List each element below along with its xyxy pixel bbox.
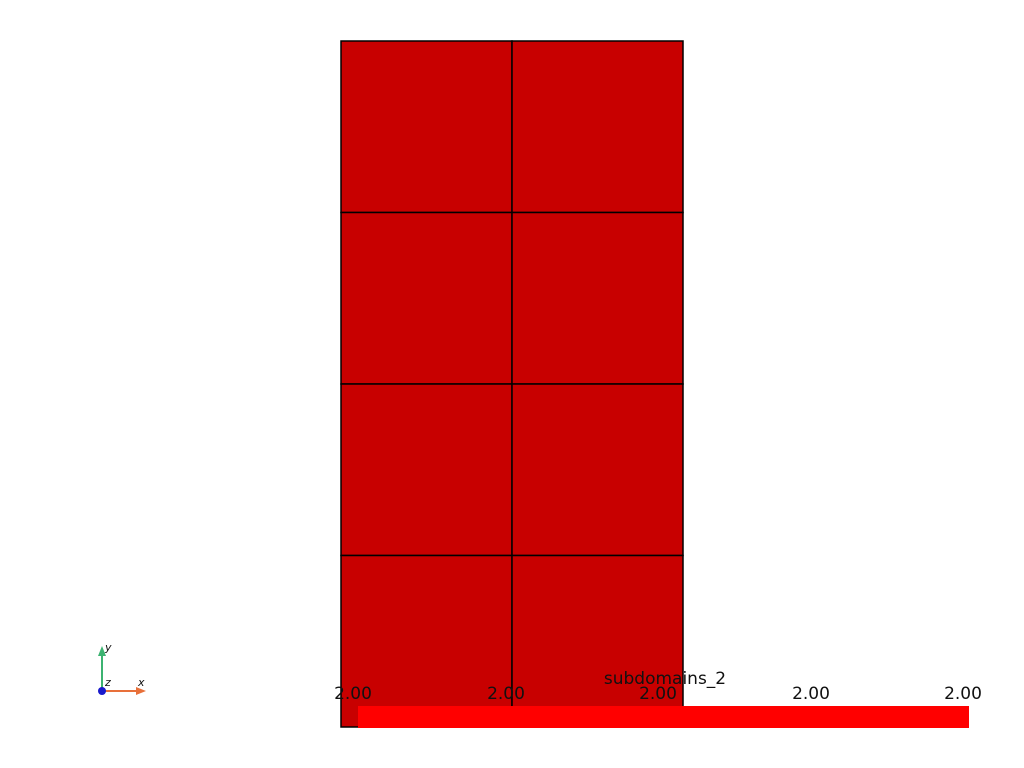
mesh-cell[interactable] xyxy=(511,554,684,728)
mesh-cell[interactable] xyxy=(511,211,684,385)
orientation-axes: y x z xyxy=(92,640,162,700)
scalar-bar-tick-label: 2.00 xyxy=(487,684,525,704)
y-axis-label: y xyxy=(105,641,112,654)
mesh-cell[interactable] xyxy=(511,383,684,557)
y-axis-arrow xyxy=(98,646,106,656)
x-axis-label: x xyxy=(138,676,145,689)
scalar-bar-tick-label: 2.00 xyxy=(792,684,830,704)
scalar-bar[interactable] xyxy=(358,706,969,728)
mesh-cell[interactable] xyxy=(340,211,513,385)
z-axis-label: z xyxy=(105,676,111,689)
mesh-cell[interactable] xyxy=(340,40,513,214)
scalar-bar-tick-label: 2.00 xyxy=(639,684,677,704)
mesh-cell[interactable] xyxy=(511,40,684,214)
mesh-cell[interactable] xyxy=(340,383,513,557)
scalar-bar-tick-label: 2.00 xyxy=(944,684,982,704)
mesh-grid xyxy=(340,40,684,728)
x-axis-arrow xyxy=(136,687,146,695)
z-axis-dot xyxy=(98,687,106,695)
scalar-bar-title: subdomains_2 xyxy=(603,669,727,689)
scalar-bar-tick-label: 2.00 xyxy=(334,684,372,704)
